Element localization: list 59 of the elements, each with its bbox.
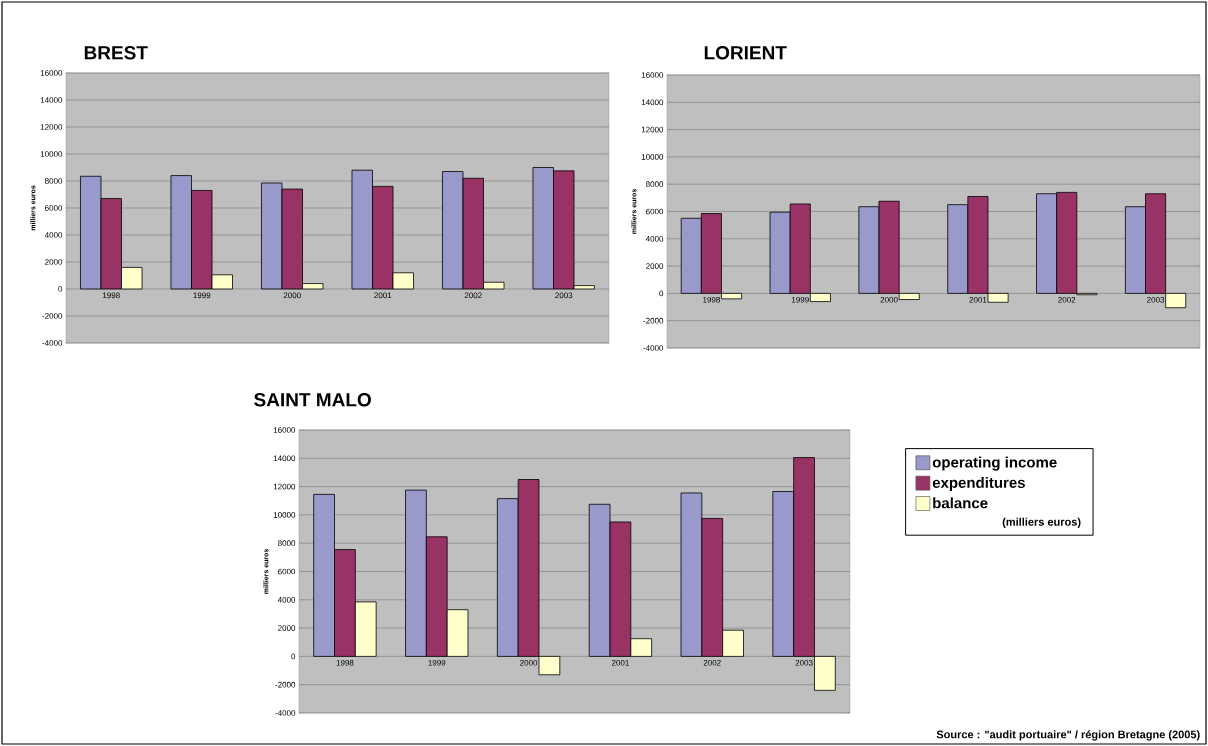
y-tick-label: -2000 (42, 313, 63, 319)
y-tick-label: 16000 (40, 70, 63, 76)
y-tick-label: 6000 (646, 208, 664, 215)
y-tick-label: 10000 (273, 512, 296, 518)
x-tick-label: 2001 (969, 296, 987, 303)
y-tick-label: 16000 (641, 72, 664, 78)
y-tick-label: 4000 (44, 232, 63, 238)
chart-title: SAINT MALO (254, 393, 371, 407)
x-tick-label: 2002 (703, 659, 721, 666)
y-tick-label: 6000 (278, 568, 296, 575)
y-tick-label: 0 (291, 653, 296, 660)
y-tick-label: 10000 (641, 154, 664, 160)
x-tick-label: 2002 (464, 292, 482, 299)
y-tick-label: 8000 (45, 178, 63, 184)
y-tick-label: 14000 (641, 99, 664, 106)
chart-title: BREST (84, 46, 148, 60)
y-tick-label: -4000 (42, 340, 63, 346)
x-tick-label: 2003 (555, 292, 573, 299)
x-tick-label: 1998 (102, 292, 120, 299)
y-tick-label: 14000 (40, 97, 63, 103)
x-tick-label: 2003 (795, 659, 813, 666)
x-tick-label: 1999 (428, 659, 446, 666)
y-tick-label: 2000 (45, 259, 63, 265)
y-tick-label: 14000 (273, 455, 296, 462)
y-tick-label: 6000 (45, 205, 63, 211)
x-tick-label: 2000 (880, 296, 898, 303)
legend-label: balance (933, 497, 988, 509)
chart-title: LORIENT (704, 46, 787, 60)
y-tick-label: 12000 (273, 483, 296, 490)
x-tick-label: 1998 (336, 659, 354, 666)
y-tick-label: 8000 (646, 181, 664, 188)
x-tick-label: 2003 (1147, 296, 1165, 303)
legend-label: operating income (932, 456, 1057, 471)
x-tick-label: 2001 (374, 292, 392, 299)
y-tick-label: 16000 (273, 427, 296, 433)
y-tick-label: 2000 (646, 263, 664, 269)
y-tick-label: 2000 (278, 625, 296, 631)
y-tick-label: 8000 (278, 540, 296, 547)
y-tick-label: 0 (659, 290, 664, 297)
x-tick-label: 2000 (520, 659, 538, 666)
y-tick-label: -4000 (643, 345, 664, 351)
x-tick-label: 2002 (1058, 296, 1076, 303)
x-tick-label: 1999 (193, 292, 211, 299)
y-tick-label: 4000 (645, 235, 664, 242)
y-tick-label: -2000 (643, 317, 664, 324)
x-tick-label: 2000 (283, 292, 301, 299)
y-tick-label: 12000 (641, 126, 664, 133)
legend-label: expenditures (932, 476, 1025, 491)
y-tick-label: 12000 (40, 124, 63, 130)
x-tick-label: 1999 (791, 296, 809, 303)
source-note: Source : "audit portuaire" / région Bretagne (2005) (936, 730, 1200, 741)
x-tick-label: 2001 (611, 659, 629, 666)
y-tick-label: -2000 (275, 681, 296, 688)
y-tick-label: 4000 (277, 596, 296, 603)
x-tick-label: 1998 (703, 296, 720, 303)
y-tick-label: -4000 (275, 710, 296, 716)
legend-title: (milliers euros) (1002, 517, 1081, 528)
y-tick-label: 10000 (40, 151, 63, 157)
y-tick-label: 0 (58, 286, 63, 292)
